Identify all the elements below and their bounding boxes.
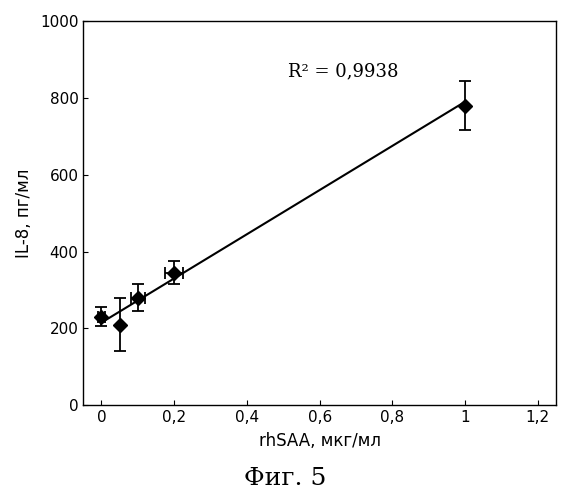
Y-axis label: IL-8, пг/мл: IL-8, пг/мл <box>15 168 33 258</box>
Text: R² = 0,9938: R² = 0,9938 <box>288 62 399 80</box>
Text: Фиг. 5: Фиг. 5 <box>244 467 327 490</box>
X-axis label: rhSAA, мкг/мл: rhSAA, мкг/мл <box>259 432 381 450</box>
